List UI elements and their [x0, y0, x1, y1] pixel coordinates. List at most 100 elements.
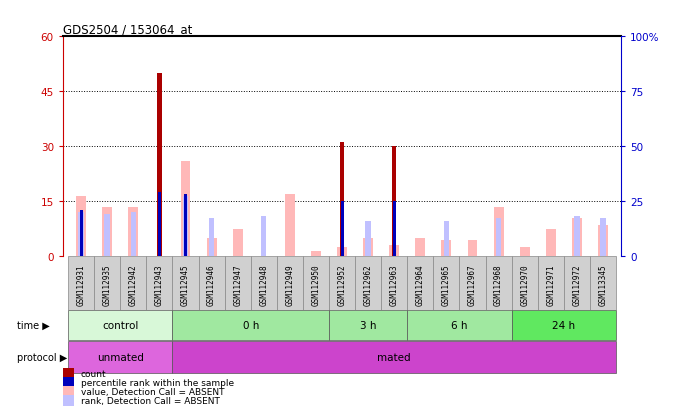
Bar	[261, 217, 267, 256]
Bar	[277, 256, 303, 310]
Bar	[68, 342, 172, 373]
Bar	[512, 256, 537, 310]
Bar	[564, 256, 590, 310]
Bar	[337, 247, 347, 256]
Bar	[68, 311, 172, 340]
Text: GSM112962: GSM112962	[364, 264, 373, 306]
Text: percentile rank within the sample: percentile rank within the sample	[81, 378, 234, 387]
Bar	[574, 217, 579, 256]
Text: GSM112964: GSM112964	[416, 264, 425, 306]
Bar	[128, 208, 138, 256]
Bar	[157, 74, 162, 256]
Text: GSM112967: GSM112967	[468, 264, 477, 306]
Bar	[311, 252, 321, 256]
Text: GSM112970: GSM112970	[520, 264, 529, 306]
Bar	[232, 230, 243, 256]
Bar	[158, 192, 161, 256]
Bar	[207, 239, 216, 256]
Bar	[512, 311, 616, 340]
Bar	[172, 256, 198, 310]
Bar	[340, 143, 344, 256]
Text: GSM112968: GSM112968	[494, 264, 503, 306]
Text: GSM112946: GSM112946	[207, 264, 216, 306]
Text: GSM112950: GSM112950	[311, 264, 320, 306]
Text: rank, Detection Call = ABSENT: rank, Detection Call = ABSENT	[81, 396, 220, 405]
Text: protocol ▶: protocol ▶	[17, 352, 68, 362]
Text: 24 h: 24 h	[552, 320, 575, 330]
Bar	[537, 256, 564, 310]
Bar	[105, 214, 110, 256]
Text: GSM112965: GSM112965	[442, 264, 451, 306]
Bar	[80, 210, 82, 256]
Bar	[68, 256, 94, 310]
Text: value, Detection Call = ABSENT: value, Detection Call = ABSENT	[81, 387, 225, 396]
Text: control: control	[102, 320, 138, 330]
Bar	[572, 219, 582, 256]
Bar	[468, 241, 477, 256]
Bar	[209, 219, 214, 256]
Bar	[459, 256, 486, 310]
Bar	[131, 212, 136, 256]
Bar	[546, 230, 556, 256]
Bar	[355, 256, 381, 310]
Text: GSM112948: GSM112948	[259, 264, 268, 306]
Bar	[102, 208, 112, 256]
Text: count: count	[81, 369, 107, 378]
Bar	[444, 221, 449, 256]
Text: GSM112972: GSM112972	[572, 264, 581, 306]
Text: GSM112931: GSM112931	[77, 264, 86, 306]
Bar	[415, 239, 425, 256]
Bar	[285, 195, 295, 256]
Bar	[147, 256, 172, 310]
Bar	[493, 208, 503, 256]
Bar	[251, 256, 277, 310]
Bar	[198, 256, 225, 310]
Bar	[590, 256, 616, 310]
Bar	[172, 342, 616, 373]
Text: GSM112945: GSM112945	[181, 264, 190, 306]
Text: GSM112943: GSM112943	[155, 264, 164, 306]
Bar	[407, 311, 512, 340]
Text: GSM112952: GSM112952	[338, 264, 346, 306]
Bar	[486, 256, 512, 310]
Bar	[433, 256, 459, 310]
Bar	[329, 311, 407, 340]
Bar	[183, 197, 188, 256]
Bar	[329, 256, 355, 310]
Text: GSM112947: GSM112947	[233, 264, 242, 306]
Bar	[225, 256, 251, 310]
Bar	[600, 219, 606, 256]
Bar	[184, 195, 187, 256]
Text: GSM113345: GSM113345	[598, 264, 607, 306]
Bar	[598, 225, 608, 256]
Bar	[389, 245, 399, 256]
Bar	[363, 239, 373, 256]
Text: mated: mated	[378, 352, 411, 362]
Text: GSM112942: GSM112942	[128, 264, 138, 306]
Bar	[172, 311, 329, 340]
Bar	[441, 241, 452, 256]
Bar	[381, 256, 407, 310]
Bar	[341, 202, 343, 256]
Bar	[181, 162, 191, 256]
Bar	[365, 221, 371, 256]
Text: unmated: unmated	[97, 352, 144, 362]
Bar	[496, 219, 501, 256]
Text: GSM112949: GSM112949	[285, 264, 295, 306]
Text: 3 h: 3 h	[360, 320, 376, 330]
Bar	[407, 256, 433, 310]
Bar	[392, 147, 396, 256]
Bar	[393, 202, 396, 256]
Text: 0 h: 0 h	[242, 320, 259, 330]
Bar	[94, 256, 120, 310]
Bar	[76, 197, 86, 256]
Text: 6 h: 6 h	[451, 320, 468, 330]
Text: GSM112935: GSM112935	[103, 264, 112, 306]
Text: GDS2504 / 153064_at: GDS2504 / 153064_at	[63, 23, 192, 36]
Bar	[520, 247, 530, 256]
Bar	[303, 256, 329, 310]
Text: GSM112971: GSM112971	[547, 264, 556, 306]
Text: GSM112963: GSM112963	[389, 264, 399, 306]
Text: time ▶: time ▶	[17, 320, 50, 330]
Bar	[78, 212, 84, 256]
